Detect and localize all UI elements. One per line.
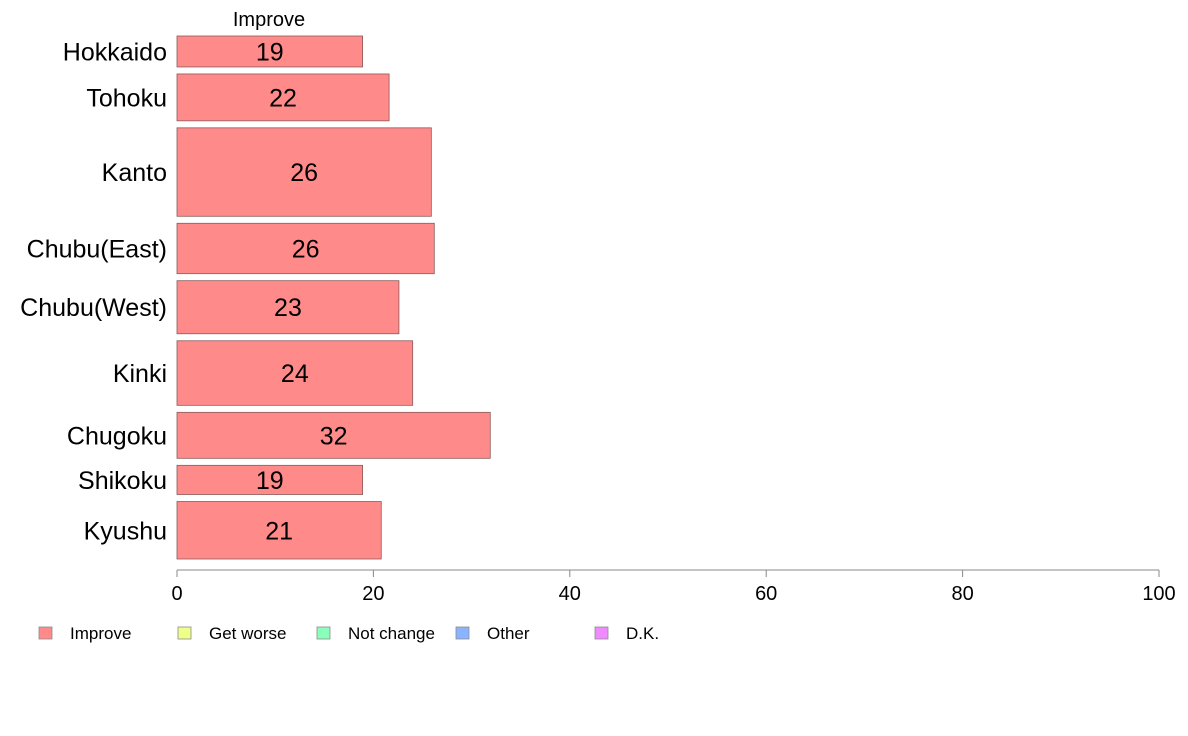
bar-value-label: 21 bbox=[265, 517, 293, 545]
category-label: Chugoku bbox=[67, 422, 167, 450]
bar-improve bbox=[176, 411, 491, 459]
x-tick-label: 100 bbox=[1142, 583, 1175, 605]
x-tick-label: 40 bbox=[559, 583, 581, 605]
bar-improve bbox=[176, 340, 414, 406]
legend: Improve Get worse Not change Other D.K. bbox=[38, 624, 659, 643]
bar-value-label: 19 bbox=[256, 38, 284, 66]
column-header: Improve bbox=[233, 9, 305, 31]
bars-group: Hokkaido 19 Tohoku 22 Kanto 26 Chubu(East) 26 Ch… bbox=[20, 35, 491, 560]
bar-value-label: 19 bbox=[256, 467, 284, 495]
category-label: Tohoku bbox=[86, 84, 167, 112]
bar-value-label: 26 bbox=[290, 159, 318, 187]
legend-label: Other bbox=[487, 624, 530, 643]
legend-swatch bbox=[38, 626, 53, 640]
legend-swatch bbox=[177, 626, 192, 640]
bar-value-label: 23 bbox=[274, 294, 302, 322]
legend-label: Get worse bbox=[209, 624, 286, 643]
x-tick-label: 0 bbox=[171, 583, 182, 605]
category-label: Kyushu bbox=[84, 517, 167, 545]
bar-improve bbox=[176, 501, 382, 560]
bar-value-label: 24 bbox=[281, 360, 309, 388]
bar-improve bbox=[176, 35, 363, 68]
bar-improve bbox=[176, 73, 390, 122]
category-label: Hokkaido bbox=[63, 38, 167, 66]
bar-value-label: 32 bbox=[320, 422, 348, 450]
category-label: Kanto bbox=[102, 159, 167, 187]
bar-improve bbox=[176, 280, 400, 335]
legend-swatch bbox=[316, 626, 331, 640]
bar-improve bbox=[176, 222, 435, 275]
x-tick-label: 80 bbox=[951, 583, 973, 605]
x-tick-label: 60 bbox=[755, 583, 777, 605]
legend-label: D.K. bbox=[626, 624, 659, 643]
bar-value-label: 26 bbox=[292, 235, 320, 263]
bar-improve bbox=[176, 127, 432, 217]
bar-value-label: 22 bbox=[269, 84, 297, 112]
legend-swatch bbox=[594, 626, 609, 640]
x-axis: 0 20 40 60 80 100 bbox=[171, 569, 1176, 605]
category-label: Chubu(West) bbox=[20, 294, 167, 322]
legend-label: Improve bbox=[70, 624, 131, 643]
category-label: Kinki bbox=[113, 360, 167, 388]
legend-swatch bbox=[455, 626, 470, 640]
category-label: Shikoku bbox=[78, 467, 167, 495]
category-label: Chubu(East) bbox=[27, 235, 167, 263]
x-tick-label: 20 bbox=[362, 583, 384, 605]
bar-improve bbox=[176, 464, 363, 495]
legend-label: Not change bbox=[348, 624, 435, 643]
